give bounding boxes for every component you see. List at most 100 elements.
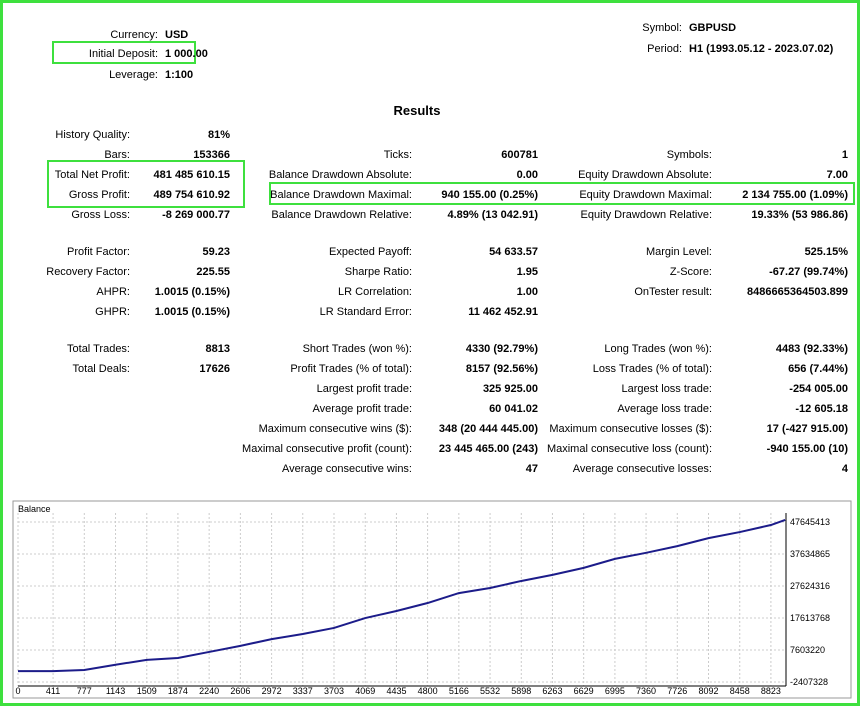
chart-title: Balance: [18, 504, 51, 514]
result-value: 325 925.00: [482, 383, 538, 395]
result-value: 1: [841, 149, 848, 161]
result-value: 59.23: [202, 246, 230, 258]
y-tick-label: 27624316: [790, 581, 830, 591]
y-tick-label: -2407328: [790, 677, 828, 687]
y-tick-label: 7603220: [790, 645, 825, 655]
result-label: Total Trades:: [67, 343, 130, 355]
x-tick-label: 5532: [480, 686, 500, 696]
result-value: 60 041.02: [489, 403, 538, 415]
result-label: Recovery Factor:: [46, 266, 130, 278]
results-title: Results: [393, 103, 441, 118]
result-label: Gross Profit:: [68, 189, 130, 201]
result-label: Maximum consecutive wins ($):: [258, 423, 412, 435]
header-value: GBPUSD: [689, 22, 737, 34]
result-label: Gross Loss:: [71, 209, 130, 221]
x-tick-label: 2972: [262, 686, 282, 696]
x-tick-label: 5166: [449, 686, 469, 696]
x-tick-label: 411: [46, 686, 60, 696]
x-tick-label: 2240: [199, 686, 219, 696]
result-label: Total Net Profit:: [54, 169, 130, 181]
x-tick-label: 4800: [418, 686, 438, 696]
result-label: Loss Trades (% of total):: [592, 363, 712, 375]
header-value: H1 (1993.05.12 - 2023.07.02): [689, 43, 834, 55]
x-tick-label: 6629: [574, 686, 594, 696]
result-label: Balance Drawdown Maximal:: [270, 189, 412, 201]
x-tick-label: 1143: [106, 686, 125, 696]
x-tick-label: 8458: [730, 686, 750, 696]
result-value: 1.0015 (0.15%): [154, 306, 230, 318]
result-value: 4.89% (13 042.91): [447, 209, 538, 221]
result-value: 1.00: [516, 286, 538, 298]
x-tick-label: 8823: [761, 686, 781, 696]
result-value: 17626: [199, 363, 230, 375]
result-label: Sharpe Ratio:: [344, 266, 412, 278]
x-tick-label: 4069: [355, 686, 375, 696]
result-label: Balance Drawdown Absolute:: [268, 169, 412, 181]
result-label: Short Trades (won %):: [302, 343, 412, 355]
result-value: 2 134 755.00 (1.09%): [742, 189, 848, 201]
x-tick-label: 1509: [137, 686, 157, 696]
result-label: GHPR:: [95, 306, 130, 318]
result-value: 940 155.00 (0.25%): [441, 189, 538, 201]
result-value: 17 (-427 915.00): [766, 423, 848, 435]
x-tick-label: 777: [77, 686, 92, 696]
result-label: Margin Level:: [645, 246, 712, 258]
result-value: 348 (20 444 445.00): [438, 423, 538, 435]
result-value: 481 485 610.15: [153, 169, 230, 181]
result-value: 54 633.57: [489, 246, 538, 258]
result-label: LR Standard Error:: [319, 306, 412, 318]
result-label: Maximal consecutive loss (count):: [546, 443, 712, 455]
result-value: -67.27 (99.74%): [769, 266, 848, 278]
result-value: -8 269 000.77: [162, 209, 230, 221]
result-label: Average loss trade:: [617, 403, 712, 415]
result-value: 4330 (92.79%): [465, 343, 538, 355]
balance-chart: Balance 47645413 37634865 27624316 17613768 7…: [12, 500, 852, 699]
x-tick-label: 0: [15, 686, 20, 696]
result-value: 153366: [193, 149, 230, 161]
result-value: 19.33% (53 986.86): [751, 209, 848, 221]
result-value: 8157 (92.56%): [465, 363, 538, 375]
header-label: Leverage:: [109, 69, 158, 81]
result-value: 47: [525, 463, 538, 475]
result-label: Equity Drawdown Absolute:: [578, 169, 712, 181]
x-tick-label: 3337: [293, 686, 313, 696]
result-value: 23 445 465.00 (243): [438, 443, 538, 455]
result-label: Average profit trade:: [312, 403, 412, 415]
result-value: -940 155.00 (10): [766, 443, 848, 455]
result-value: 81%: [207, 129, 230, 141]
balance-line: [18, 518, 786, 673]
result-value: 225.55: [196, 266, 230, 278]
result-value: 11 462 452.91: [468, 306, 538, 318]
highlight-box: [52, 41, 196, 64]
highlight-box: [47, 160, 245, 208]
result-value: 7.00: [826, 169, 848, 181]
header-label: Symbol:: [642, 22, 682, 34]
highlight-box: [269, 182, 855, 205]
result-value: 4: [841, 463, 848, 475]
result-label: Z-Score:: [669, 266, 712, 278]
result-value: 8486665364503.899: [747, 286, 848, 298]
header-value: USD: [165, 29, 189, 41]
y-tick-label: 47645413: [790, 517, 830, 527]
result-label: Long Trades (won %):: [604, 343, 712, 355]
x-tick-label: 6995: [605, 686, 625, 696]
result-value: 0.00: [516, 169, 538, 181]
result-label: Ticks:: [383, 149, 412, 161]
result-value: 1.95: [516, 266, 538, 278]
result-label: OnTester result:: [634, 286, 712, 298]
header-label: Initial Deposit:: [88, 48, 158, 60]
result-value: -254 005.00: [789, 383, 848, 395]
result-label: Total Deals:: [72, 363, 130, 375]
result-label: Average consecutive wins:: [281, 463, 412, 475]
result-value: 489 754 610.92: [153, 189, 230, 201]
x-tick-label: 5898: [511, 686, 531, 696]
result-label: Balance Drawdown Relative:: [271, 209, 412, 221]
result-label: LR Correlation:: [338, 286, 412, 298]
result-label: Maximal consecutive profit (count):: [242, 443, 412, 455]
x-tick-label: 2606: [230, 686, 250, 696]
chart-frame: [12, 500, 852, 699]
x-tick-label: 7726: [667, 686, 687, 696]
x-tick-label: 7360: [636, 686, 656, 696]
result-label: Profit Factor:: [67, 246, 130, 258]
result-label: Largest profit trade:: [316, 383, 412, 395]
